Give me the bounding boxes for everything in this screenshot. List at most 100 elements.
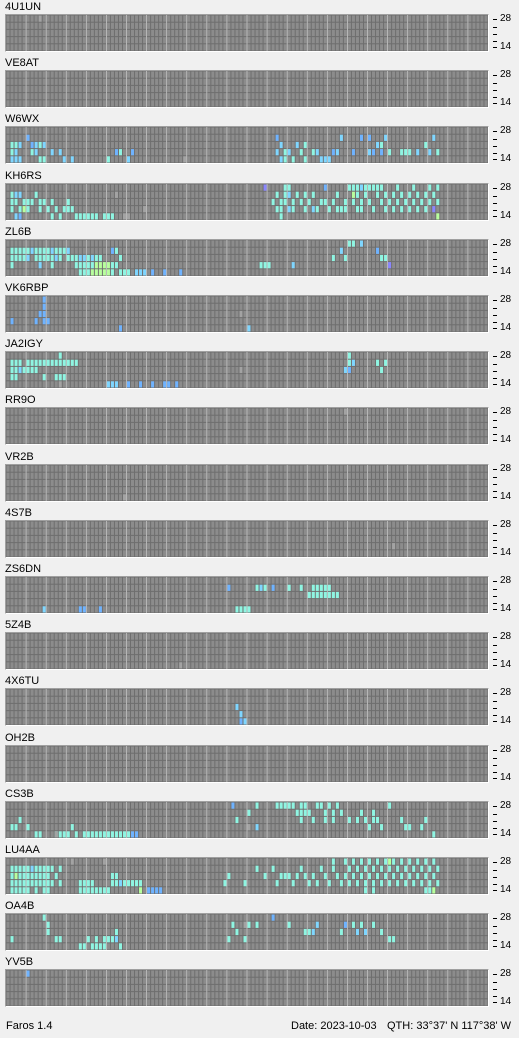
reception-cell xyxy=(46,206,50,213)
grid-cell xyxy=(363,198,367,206)
grid-cell xyxy=(355,310,359,318)
grid-cell xyxy=(110,141,114,149)
grid-cell xyxy=(231,352,235,359)
reception-cell xyxy=(339,247,343,254)
grid-cell xyxy=(227,134,231,141)
grid-cell xyxy=(215,29,219,37)
grid-cell xyxy=(315,156,319,163)
grid-cell xyxy=(271,359,275,366)
grid-cell xyxy=(147,374,151,381)
grid-cell xyxy=(464,71,468,78)
grid-cell xyxy=(175,78,179,85)
grid-cell xyxy=(287,310,291,318)
grid-cell xyxy=(480,71,484,78)
band-label-top: 28 xyxy=(500,238,512,249)
grid-cell xyxy=(147,198,151,206)
grid-cell xyxy=(98,374,102,381)
grid-cell xyxy=(223,149,227,156)
grid-cell xyxy=(175,247,179,254)
grid-cell xyxy=(239,408,243,415)
grid-cell xyxy=(444,296,448,303)
grid-cell xyxy=(295,374,299,381)
grid-cell xyxy=(259,15,263,22)
grid-cell xyxy=(122,100,126,107)
grid-cell xyxy=(187,318,191,325)
grid-cell xyxy=(195,22,199,29)
grid-cell xyxy=(118,93,122,100)
grid-cell xyxy=(343,303,347,310)
grid-cell xyxy=(368,247,372,254)
grid-cell xyxy=(54,213,58,220)
grid-cell xyxy=(464,352,468,359)
grid-cell xyxy=(223,325,227,332)
grid-cell xyxy=(380,381,384,388)
grid-cell xyxy=(223,240,227,247)
grid-cell xyxy=(456,191,460,198)
grid-cell xyxy=(167,269,171,276)
signal-grid-svg xyxy=(6,15,488,51)
grid-cell xyxy=(456,206,460,213)
reception-cell xyxy=(18,141,22,149)
grid-cell xyxy=(235,198,239,206)
grid-cell xyxy=(315,191,319,198)
grid-cell xyxy=(319,100,323,107)
grid-cell xyxy=(331,22,335,29)
grid-cell xyxy=(315,303,319,310)
grid-cell xyxy=(291,184,295,191)
grid-cell xyxy=(323,318,327,325)
grid-cell xyxy=(118,85,122,93)
grid-cell xyxy=(384,366,388,374)
grid-cell xyxy=(424,269,428,276)
grid-cell xyxy=(347,310,351,318)
grid-cell xyxy=(219,240,223,247)
grid-cell xyxy=(22,296,26,303)
grid-cell xyxy=(484,78,488,85)
grid-cell xyxy=(444,374,448,381)
grid-cell xyxy=(299,262,303,269)
grid-cell xyxy=(464,184,468,191)
grid-cell xyxy=(263,78,267,85)
grid-cell xyxy=(127,310,131,318)
reception-cell xyxy=(368,184,372,191)
grid-cell xyxy=(440,93,444,100)
grid-cell xyxy=(66,374,70,381)
grid-cell xyxy=(135,374,139,381)
grid-cell xyxy=(10,310,14,318)
grid-cell xyxy=(18,71,22,78)
grid-cell xyxy=(476,93,480,100)
grid-cell xyxy=(155,359,159,366)
grid-cell xyxy=(227,184,231,191)
reception-cell xyxy=(359,240,363,247)
grid-cell xyxy=(86,359,90,366)
grid-cell xyxy=(135,359,139,366)
grid-cell xyxy=(223,310,227,318)
grid-cell xyxy=(291,213,295,220)
grid-cell xyxy=(388,352,392,359)
grid-cell xyxy=(339,100,343,107)
grid-cell xyxy=(247,93,251,100)
grid-cell xyxy=(26,93,30,100)
grid-cell xyxy=(299,206,303,213)
grid-cell xyxy=(54,71,58,78)
grid-cell xyxy=(110,149,114,156)
grid-cell xyxy=(187,352,191,359)
grid-cell xyxy=(62,78,66,85)
grid-cell xyxy=(199,127,203,134)
grid-cell xyxy=(384,318,388,325)
grid-cell xyxy=(299,247,303,254)
grid-cell xyxy=(468,254,472,262)
grid-cell xyxy=(159,37,163,44)
grid-cell xyxy=(30,303,34,310)
grid-cell xyxy=(424,100,428,107)
grid-cell xyxy=(235,247,239,254)
grid-cell xyxy=(283,29,287,37)
grid-cell xyxy=(440,29,444,37)
grid-cell xyxy=(18,15,22,22)
grid-cell xyxy=(343,156,347,163)
grid-cell xyxy=(287,141,291,149)
grid-cell xyxy=(131,37,135,44)
grid-cell xyxy=(211,254,215,262)
grid-cell xyxy=(416,359,420,366)
grid-cell xyxy=(303,134,307,141)
grid-cell xyxy=(279,15,283,22)
